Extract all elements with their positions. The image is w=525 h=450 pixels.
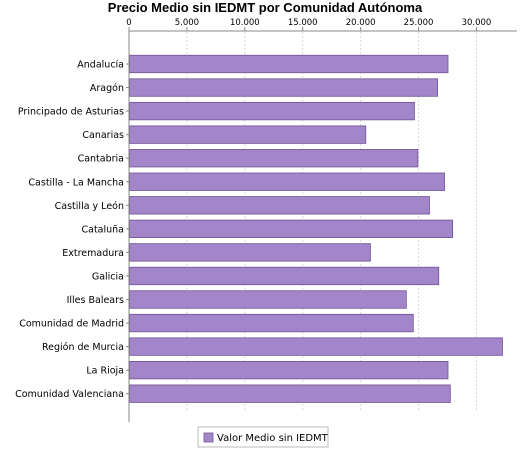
category-label: Castilla - La Mancha xyxy=(28,177,124,188)
bar xyxy=(129,149,419,168)
category-label: Comunidad Valenciana xyxy=(15,389,124,400)
category-label: Castilla y León xyxy=(55,201,124,212)
category-label: Cataluña xyxy=(81,224,124,235)
bar xyxy=(129,337,503,356)
category-label: Cantabria xyxy=(78,154,124,165)
category-label: Región de Murcia xyxy=(42,342,124,353)
bar xyxy=(129,78,438,97)
bars xyxy=(129,54,503,403)
category-label: Aragón xyxy=(90,83,124,94)
bar xyxy=(129,266,440,286)
legend-box xyxy=(197,426,329,448)
category-label: Principado de Asturias xyxy=(18,107,124,118)
x-tick-label: 5.000 xyxy=(175,18,199,28)
legend-swatch xyxy=(203,432,214,443)
category-label: Andalucía xyxy=(77,60,124,71)
bar xyxy=(129,313,414,333)
chart-title: Precio Medio sin IEDMT por Comunidad Aut… xyxy=(108,0,423,15)
category-label: Illes Balears xyxy=(67,295,124,306)
bar xyxy=(129,243,371,262)
category-label: Extremadura xyxy=(62,248,124,259)
x-tick-label: 25.000 xyxy=(404,18,434,28)
x-tick-label: 30.000 xyxy=(462,18,492,28)
bar xyxy=(129,384,451,403)
category-label: Galicia xyxy=(92,271,124,282)
bar xyxy=(129,125,367,144)
bar xyxy=(129,172,445,191)
x-tick-label: 10.000 xyxy=(230,18,260,28)
legend: Valor Medio sin IEDMT xyxy=(197,426,329,448)
x-tick-label: 0 xyxy=(126,18,131,28)
legend-label: Valor Medio sin IEDMT xyxy=(217,433,329,444)
bar xyxy=(129,54,449,74)
bar xyxy=(129,196,430,215)
x-tick-label: 15.000 xyxy=(288,18,318,28)
bar xyxy=(129,290,407,309)
x-tick-label: 20.000 xyxy=(346,18,376,28)
axes: 0 5.000 10.000 15.000 20.000 25.000 30.000 Anda… xyxy=(15,18,517,422)
category-label: Comunidad de Madrid xyxy=(19,319,124,330)
bar xyxy=(129,360,449,380)
bar xyxy=(129,219,454,239)
category-label: La Rioja xyxy=(86,366,124,377)
bar xyxy=(129,101,415,121)
category-label: Canarias xyxy=(82,130,124,141)
